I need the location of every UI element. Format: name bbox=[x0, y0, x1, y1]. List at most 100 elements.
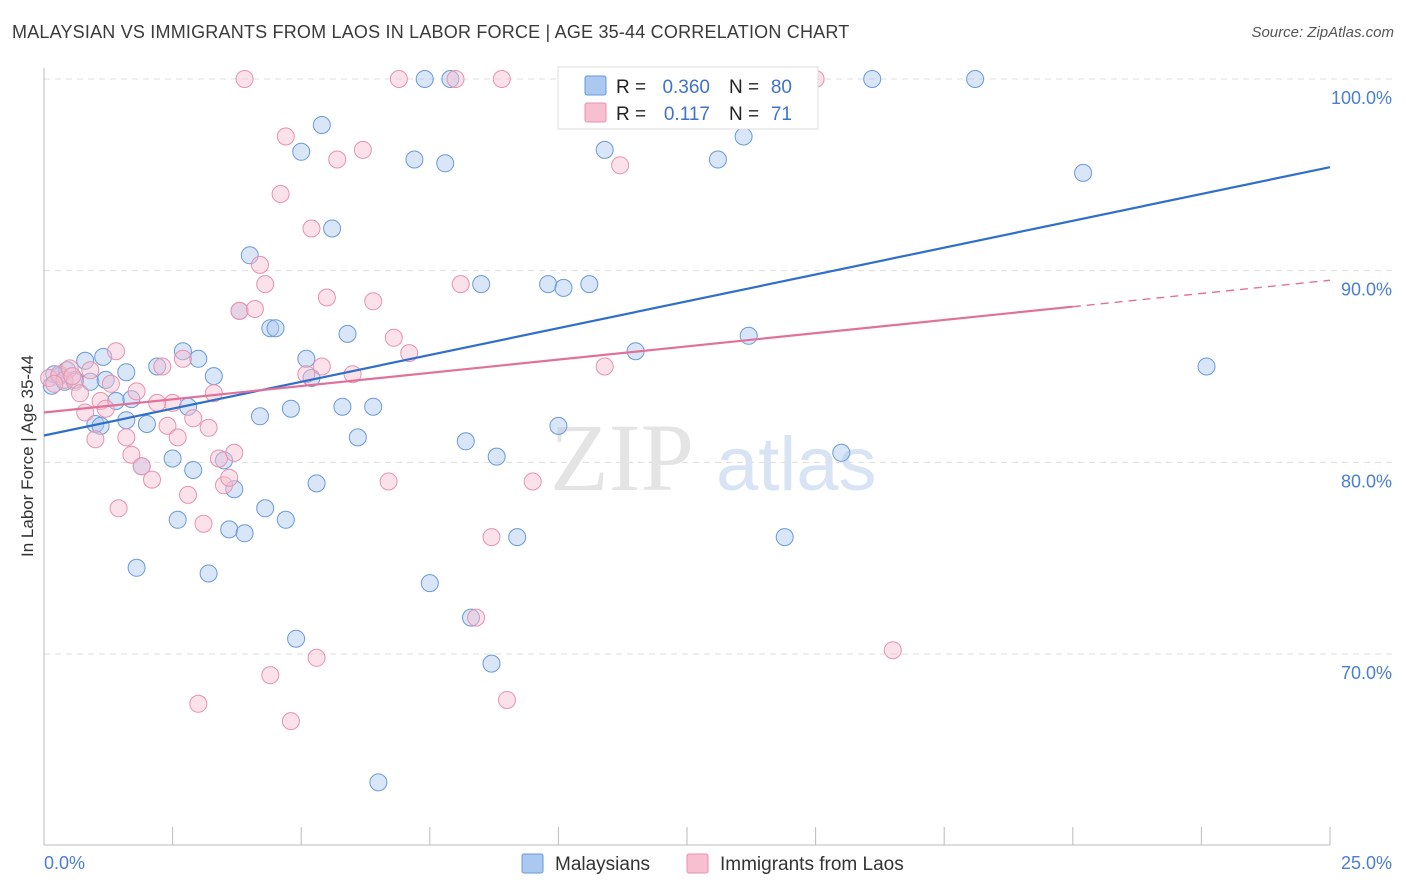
laos-point-32 bbox=[225, 443, 244, 462]
laos-point-36 bbox=[251, 255, 269, 274]
laos-point-43 bbox=[302, 219, 321, 238]
laos-point-17 bbox=[143, 470, 161, 489]
laos-point-62 bbox=[595, 357, 614, 376]
malaysians-point-30 bbox=[235, 524, 254, 543]
malaysians-point-73 bbox=[832, 443, 851, 462]
legend-n-label-pink: N = bbox=[729, 104, 759, 125]
laos-point-60 bbox=[498, 691, 516, 709]
laos-point-14 bbox=[122, 445, 141, 464]
legend-r-value-pink: 0.117 bbox=[664, 104, 710, 125]
malaysians-point-70 bbox=[734, 127, 753, 146]
malaysians-point-47 bbox=[348, 428, 367, 447]
malaysians-point-16 bbox=[137, 415, 156, 433]
y-axis-label: In Labor Force | Age 35-44 bbox=[18, 355, 37, 557]
laos-point-26 bbox=[194, 514, 213, 533]
laos-point-53 bbox=[389, 70, 408, 88]
y-tick-label-90: 90.0% bbox=[1341, 280, 1392, 300]
laos-point-16 bbox=[132, 457, 151, 476]
chart-source: Source: ZipAtlas.com bbox=[1251, 24, 1394, 41]
malaysians-point-23 bbox=[189, 349, 208, 368]
malaysians-point-17 bbox=[148, 357, 167, 376]
malaysians-point-18 bbox=[163, 449, 182, 468]
laos-point-8 bbox=[86, 430, 105, 449]
laos-point-51 bbox=[379, 472, 398, 491]
malaysians-point-72 bbox=[775, 528, 794, 547]
laos-point-40 bbox=[276, 127, 295, 146]
laos-point-47 bbox=[328, 150, 347, 169]
malaysians-point-32 bbox=[251, 407, 269, 426]
malaysians-point-57 bbox=[472, 275, 491, 294]
legend-r-value-blue: 0.360 bbox=[662, 77, 710, 98]
malaysians-point-36 bbox=[276, 510, 295, 529]
legend-swatch-pink bbox=[584, 102, 607, 123]
laos-point-11 bbox=[107, 342, 125, 361]
laos-point-33 bbox=[230, 301, 249, 320]
malaysians-point-71 bbox=[739, 326, 758, 345]
y-tick-label-70: 70.0% bbox=[1341, 663, 1392, 683]
malaysians-point-35 bbox=[266, 319, 285, 338]
malaysians-point-54 bbox=[441, 70, 460, 88]
laos-point-10 bbox=[96, 399, 115, 418]
malaysians-point-64 bbox=[580, 275, 599, 294]
y-tick-labels: 70.0% 80.0% 90.0% 100.0% bbox=[1331, 88, 1392, 683]
laos-point-19 bbox=[158, 416, 177, 435]
y-tick-label-100: 100.0% bbox=[1331, 88, 1392, 108]
gridlines bbox=[44, 78, 1392, 655]
laos-point-67 bbox=[45, 374, 64, 393]
malaysians-point-62 bbox=[549, 416, 568, 435]
laos-point-29 bbox=[209, 449, 228, 468]
laos-point-27 bbox=[199, 418, 218, 437]
malaysians-point-65 bbox=[595, 140, 614, 159]
malaysians-point-76 bbox=[1074, 163, 1093, 182]
legend-r-label-pink: R = bbox=[616, 104, 646, 125]
laos-point-46 bbox=[317, 288, 336, 307]
malaysians-point-45 bbox=[333, 397, 352, 416]
laos-point-55 bbox=[446, 70, 465, 88]
bottom-legend-label-laos: Immigrants from Laos bbox=[720, 854, 904, 875]
malaysians-point-63 bbox=[554, 278, 573, 297]
laos-point-5 bbox=[71, 384, 89, 403]
laos-point-44 bbox=[307, 648, 326, 667]
bottom-legend: Malaysians Immigrants from Laos bbox=[521, 853, 904, 875]
malaysians-point-33 bbox=[256, 499, 275, 518]
malaysians-point-44 bbox=[323, 219, 342, 238]
laos-point-68 bbox=[101, 374, 120, 393]
malaysians-point-20 bbox=[173, 342, 192, 361]
laos-point-12 bbox=[109, 499, 128, 518]
malaysians-point-34 bbox=[261, 319, 280, 338]
malaysians-point-22 bbox=[184, 461, 203, 479]
laos-point-0 bbox=[40, 369, 59, 387]
laos-point-63 bbox=[611, 156, 630, 175]
laos-point-15 bbox=[127, 382, 146, 401]
malaysians-point-52 bbox=[420, 574, 439, 593]
malaysians-point-38 bbox=[287, 629, 306, 648]
malaysians-point-51 bbox=[415, 70, 434, 88]
watermark-atlas: atlas bbox=[716, 422, 877, 507]
legend-r-label-blue: R = bbox=[616, 77, 646, 98]
malaysians-point-12 bbox=[117, 363, 136, 382]
malaysians-point-49 bbox=[369, 773, 388, 792]
laos-point-56 bbox=[451, 275, 470, 294]
malaysians-point-24 bbox=[199, 564, 218, 583]
laos-trend-line-dashed bbox=[1072, 279, 1331, 308]
malaysians-point-55 bbox=[456, 432, 475, 451]
laos-point-42 bbox=[297, 365, 316, 384]
y-tick-label-80: 80.0% bbox=[1341, 471, 1392, 491]
laos-point-45 bbox=[312, 357, 331, 376]
laos-point-70 bbox=[63, 367, 82, 386]
laos-point-59 bbox=[492, 70, 511, 88]
malaysians-point-77 bbox=[1197, 357, 1216, 376]
laos-point-34 bbox=[235, 70, 254, 88]
malaysians-point-19 bbox=[168, 510, 187, 529]
laos-point-7 bbox=[81, 361, 100, 380]
laos-point-22 bbox=[173, 349, 192, 368]
legend-swatch-blue bbox=[584, 75, 607, 96]
malaysians-point-43 bbox=[312, 116, 331, 134]
laos-point-57 bbox=[467, 608, 486, 627]
malaysians-point-74 bbox=[863, 70, 882, 88]
laos-point-50 bbox=[364, 292, 383, 311]
malaysians-point-37 bbox=[281, 399, 300, 418]
malaysians-point-27 bbox=[220, 520, 239, 539]
malaysians-point-56 bbox=[462, 608, 480, 627]
legend-n-value-pink: 71 bbox=[771, 104, 792, 125]
